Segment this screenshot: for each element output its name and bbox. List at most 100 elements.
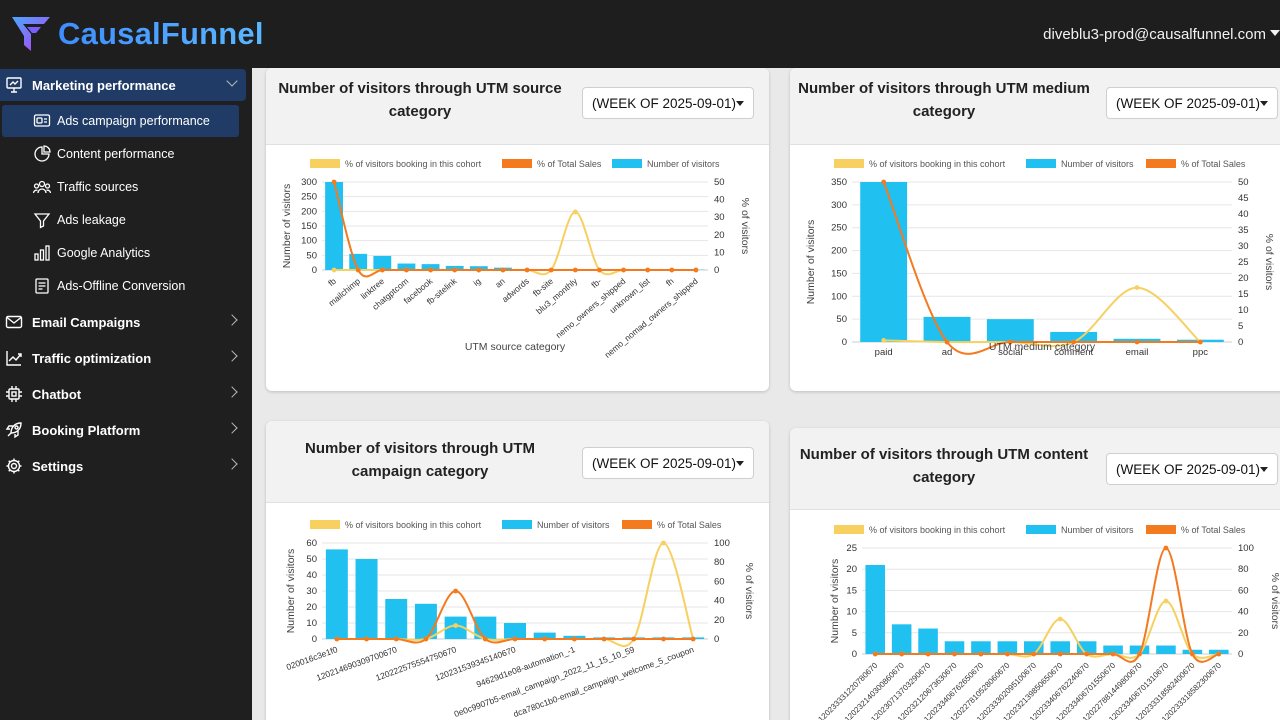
y-tick-label: 0 — [852, 649, 857, 660]
y-axis-title: Number of visitors — [805, 220, 817, 305]
y-tick-label: 0 — [312, 634, 317, 645]
sidebar-subitem-ads-offline-conversion[interactable]: Ads-Offline Conversion — [2, 270, 239, 302]
y2-tick-label: 20 — [1238, 628, 1249, 639]
week-select-value: (WEEK OF 2025-09-01) — [592, 95, 737, 111]
legend-label: % of Total Sales — [1181, 159, 1246, 169]
legend-swatch — [1146, 159, 1176, 168]
bar — [1050, 331, 1098, 342]
series-point — [661, 636, 666, 642]
sidebar-subitem-label: Content performance — [57, 147, 175, 161]
sidebar-subitem-google-analytics[interactable]: Google Analytics — [2, 237, 239, 269]
series-point — [524, 267, 530, 273]
x-tick-label: comment — [1054, 347, 1093, 358]
bar — [373, 255, 392, 270]
brand-name[interactable]: CausalFunnel — [58, 16, 264, 51]
card-title: Number of visitors through UTM source ca… — [278, 80, 562, 120]
x-tick-label: fb — [326, 276, 338, 288]
caret-down-icon — [1260, 467, 1268, 472]
series-point — [944, 339, 950, 345]
y-tick-label: 300 — [301, 177, 317, 188]
y-tick-label: 50 — [836, 314, 847, 325]
week-select[interactable]: (WEEK OF 2025-09-01) — [582, 87, 754, 119]
bar — [1050, 641, 1070, 654]
series-point — [423, 636, 429, 642]
y-tick-label: 60 — [306, 538, 317, 549]
bar — [504, 623, 526, 639]
legend-label: Number of visitors — [647, 159, 720, 169]
sidebar-item-booking-platform[interactable]: Booking Platform — [0, 414, 246, 446]
series-point — [1137, 651, 1142, 657]
bar — [865, 564, 885, 654]
sidebar-item-label: Settings — [32, 458, 84, 474]
y-tick-label: 350 — [831, 177, 847, 188]
x-tick-label: fb- — [589, 276, 603, 290]
legend-swatch — [834, 159, 864, 168]
mail-icon — [4, 312, 24, 332]
sidebar-item-email-campaigns[interactable]: Email Campaigns — [0, 306, 246, 338]
ads-icon — [32, 111, 52, 131]
sidebar-item-traffic-optimization[interactable]: Traffic optimization — [0, 342, 246, 374]
y2-tick-label: 40 — [714, 195, 725, 206]
series-line — [333, 181, 696, 278]
sidebar: Marketing performance Ads campaign perfo… — [0, 68, 252, 720]
causalfunnel-logo-icon[interactable] — [10, 14, 52, 54]
bar — [923, 316, 971, 342]
bar — [971, 641, 991, 654]
sidebar-subitem-ads-leakage[interactable]: Ads leakage — [2, 204, 239, 236]
sidebar-subitem-ads-campaign-performance[interactable]: Ads campaign performance — [2, 105, 239, 137]
series-point — [1071, 339, 1077, 345]
bar — [1103, 645, 1123, 654]
y2-tick-label: 40 — [714, 596, 725, 607]
series-point — [542, 636, 548, 642]
sidebar-subitem-content-performance[interactable]: Content performance — [2, 138, 239, 170]
users-icon — [32, 177, 52, 197]
sidebar-item-settings[interactable]: Settings — [0, 450, 246, 482]
y2-tick-label: 15 — [1238, 289, 1249, 300]
user-email[interactable]: diveblu3-prod@causalfunnel.com — [1043, 26, 1266, 43]
y2-tick-label: 30 — [714, 212, 725, 223]
series-point — [690, 636, 696, 642]
legend-swatch — [1146, 525, 1176, 534]
y2-tick-label: 60 — [1238, 585, 1249, 596]
legend-label: Number of visitors — [1061, 159, 1134, 169]
chevron-right-icon — [226, 314, 238, 326]
series-point — [500, 267, 506, 273]
sidebar-item-chatbot[interactable]: Chatbot — [0, 378, 246, 410]
series-point — [482, 636, 488, 642]
y2-tick-label: 10 — [1238, 305, 1249, 316]
y-tick-label: 200 — [831, 246, 847, 257]
series-point — [1110, 651, 1116, 657]
series-point — [952, 651, 957, 657]
week-select[interactable]: (WEEK OF 2025-09-01) — [1106, 453, 1278, 485]
series-point — [1163, 545, 1169, 551]
bar — [1156, 645, 1176, 654]
bar — [533, 632, 556, 639]
series-point — [331, 179, 337, 185]
bar — [414, 603, 437, 639]
y2-tick-label: 20 — [714, 230, 725, 241]
week-select[interactable]: (WEEK OF 2025-09-01) — [582, 447, 754, 479]
week-select[interactable]: (WEEK OF 2025-09-01) — [1106, 87, 1278, 119]
x-tick-label: ad — [942, 347, 953, 358]
legend-swatch — [310, 159, 340, 168]
sidebar-subitem-traffic-sources[interactable]: Traffic sources — [2, 171, 239, 203]
series-point — [978, 651, 984, 657]
series-point — [661, 540, 666, 546]
sidebar-subitem-label: Ads campaign performance — [57, 114, 210, 128]
x-axis-title: UTM source category — [465, 341, 566, 353]
y2-tick-label: 80 — [714, 557, 725, 568]
y-tick-label: 100 — [301, 236, 317, 247]
y-tick-label: 25 — [846, 543, 857, 554]
x-tick-label: fh — [664, 276, 676, 288]
y-axis-title: Number of visitors — [829, 559, 841, 644]
series-point — [881, 338, 887, 343]
y2-tick-label: 35 — [1238, 225, 1249, 236]
y2-tick-label: 80 — [1238, 564, 1249, 575]
y2-tick-label: 0 — [714, 634, 719, 645]
y2-tick-label: 50 — [1238, 177, 1249, 188]
sidebar-item-marketing-performance[interactable]: Marketing performance — [0, 69, 246, 101]
legend-label: % of visitors booking in this cohort — [345, 520, 482, 530]
x-tick-label: an — [493, 276, 507, 290]
bar — [1129, 645, 1150, 654]
chevron-down-icon[interactable] — [1270, 30, 1280, 36]
